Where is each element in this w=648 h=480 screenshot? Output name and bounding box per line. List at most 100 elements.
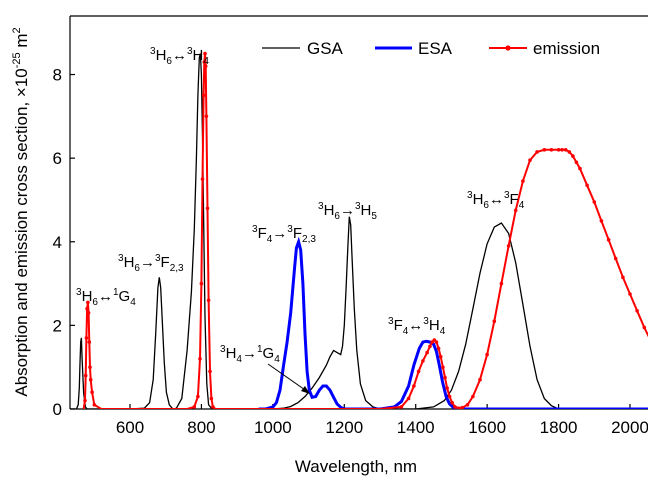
ann-1-d: 3	[155, 253, 161, 264]
ann-2-f: 4	[203, 56, 209, 67]
ann-0-a: 3	[76, 287, 82, 298]
ann-1-b: H	[124, 254, 135, 271]
emission-point	[92, 403, 97, 407]
emission-point	[206, 298, 211, 303]
emission-point	[198, 357, 202, 361]
legend-label-gsa: GSA	[307, 39, 344, 58]
ann-4-d: 3	[355, 201, 361, 212]
annotation-f4-h4: 3F4↔3H4	[388, 316, 446, 337]
legend: GSA ESA emission	[262, 39, 600, 58]
x-tick-label: 1200	[325, 418, 363, 437]
emission-point	[443, 375, 447, 380]
emission-point	[88, 377, 93, 382]
emission-point	[535, 150, 539, 154]
ann-6-e: H	[429, 317, 440, 334]
annotation-h6-h4: 3H6↔3H4	[150, 46, 209, 67]
x-tick-label: 2000	[611, 418, 648, 437]
emission-point	[592, 200, 597, 204]
ann-2-e: H	[193, 47, 204, 64]
ann-3-b: F	[258, 225, 267, 242]
emission-point	[613, 256, 618, 261]
emission-point	[635, 309, 639, 313]
ann-3-f: 2,3	[302, 234, 316, 245]
emission-point	[563, 148, 568, 152]
emission-point	[606, 237, 611, 242]
y-tick-label: 8	[53, 66, 62, 85]
ann-7-a: 3	[467, 190, 473, 201]
emission-point	[556, 148, 561, 152]
ann-6-f: 4	[440, 326, 446, 337]
emission-point	[465, 403, 470, 407]
ann-2-a: 3	[150, 46, 156, 57]
emission-point	[478, 377, 482, 382]
ann-6-d: 3	[423, 316, 429, 327]
y-axis-title-unit: m	[12, 33, 31, 52]
emission-point	[434, 340, 439, 344]
emission-point	[200, 177, 205, 181]
emission-point	[86, 311, 91, 315]
emission-point	[208, 369, 212, 374]
emission-point	[460, 405, 464, 409]
emission-point	[428, 344, 432, 349]
emission-point	[204, 114, 209, 119]
series-gsa-line	[70, 53, 648, 409]
emission-point	[209, 396, 214, 401]
ann-1-arrow: →	[140, 254, 155, 271]
emission-point	[88, 365, 92, 370]
emission-point	[425, 350, 429, 355]
emission-point	[441, 365, 445, 370]
x-tick-label: 1800	[540, 418, 578, 437]
ann-0-f: 4	[130, 297, 136, 308]
emission-point	[492, 319, 497, 324]
ann-1-a: 3	[118, 253, 124, 264]
x-axis-title: Wavelength, nm	[295, 457, 417, 476]
emission-point	[90, 390, 94, 395]
annotation-h6-f23: 3H6→3F2,3	[118, 253, 184, 274]
emission-point	[87, 340, 92, 344]
axes-frame	[69, 15, 648, 410]
x-tick-label: 1600	[468, 418, 506, 437]
series-emission-markers	[83, 51, 647, 409]
ann-0-e: G	[119, 288, 131, 305]
ann-5-a: 3	[220, 344, 226, 355]
emission-point	[585, 183, 589, 188]
emission-point	[445, 386, 449, 390]
emission-point	[485, 352, 489, 357]
x-tick-label: 800	[187, 418, 215, 437]
x-tick-label: 1000	[254, 418, 292, 437]
y-axis-title-unit-exp: 2	[11, 27, 23, 33]
annotation-h4-g4: 3H4→1G4	[220, 344, 280, 365]
ann-5-arrow: →	[242, 345, 257, 362]
emission-point	[196, 394, 200, 399]
emission-point	[578, 166, 582, 171]
ann-0-c: 6	[92, 297, 98, 308]
annotation-h6-g4: 3H6↔1G4	[76, 287, 136, 308]
emission-point	[499, 281, 504, 286]
series-esa-line	[258, 236, 648, 409]
ann-0-d: 1	[113, 287, 119, 298]
emission-point	[84, 336, 89, 340]
ann-5-e: G	[263, 345, 275, 362]
emission-point	[599, 219, 604, 223]
ann-6-b: F	[394, 317, 403, 334]
emission-point	[83, 373, 88, 378]
emission-point	[421, 359, 425, 363]
emission-point	[621, 275, 625, 280]
ann-2-d: 3	[187, 46, 193, 57]
emission-point	[447, 394, 452, 399]
y-axis-title: Absorption and emission cross section, ×…	[11, 27, 31, 396]
y-ticks: 0 2 4 6 8	[53, 66, 75, 419]
emission-point	[453, 405, 457, 409]
ann-3-arrow: →	[272, 225, 287, 242]
legend-label-esa: ESA	[418, 39, 453, 58]
ann-7-c: 6	[483, 200, 489, 211]
ann-3-e: F	[293, 225, 302, 242]
ann-7-b: H	[473, 191, 484, 208]
ann-1-e: F	[161, 254, 170, 271]
emission-point	[211, 405, 215, 409]
emission-point	[205, 206, 210, 211]
ann-0-arrow: ↔	[98, 288, 113, 305]
annotation-f4-f23: 3F4→3F2,3	[252, 224, 316, 245]
emission-point	[567, 150, 572, 154]
